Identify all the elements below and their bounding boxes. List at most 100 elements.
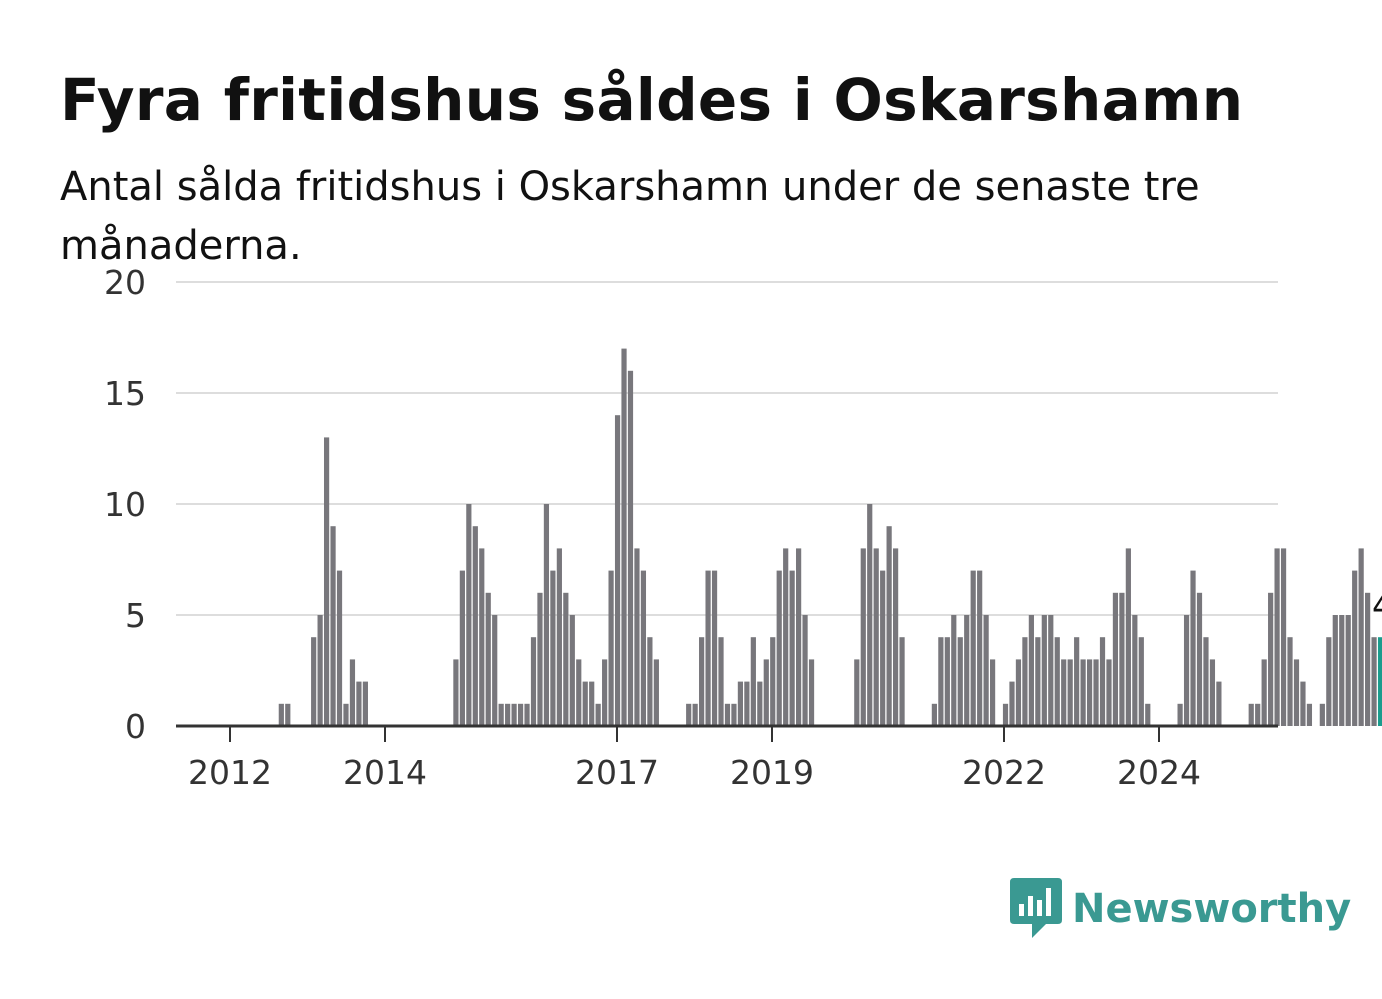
y-tick-label: 5 bbox=[125, 596, 146, 635]
bar bbox=[1002, 703, 1009, 726]
bar bbox=[1015, 659, 1022, 726]
bar bbox=[1028, 615, 1034, 726]
bar bbox=[957, 637, 963, 726]
bar bbox=[860, 548, 866, 726]
bar bbox=[537, 592, 543, 726]
bar bbox=[634, 548, 640, 726]
x-tick-label: 2012 bbox=[188, 753, 272, 792]
bar bbox=[1054, 637, 1060, 726]
bar bbox=[1061, 659, 1067, 726]
bar bbox=[543, 504, 550, 726]
bar bbox=[1009, 681, 1015, 726]
bar bbox=[356, 681, 362, 726]
bar bbox=[880, 570, 886, 726]
bar bbox=[802, 615, 808, 726]
bar bbox=[278, 703, 284, 726]
bar bbox=[718, 637, 724, 726]
bars bbox=[278, 348, 1382, 726]
bar bbox=[1332, 615, 1338, 726]
chart-subtitle: Antal sålda fritidshus i Oskarshamn unde… bbox=[60, 164, 1200, 269]
brand-logo: Newsworthy bbox=[1010, 878, 1351, 940]
bar bbox=[1190, 570, 1196, 726]
bar bbox=[1209, 659, 1216, 726]
bar bbox=[647, 637, 653, 726]
bar bbox=[983, 615, 989, 726]
bar bbox=[699, 637, 705, 726]
bar bbox=[1274, 548, 1280, 726]
bar bbox=[1067, 659, 1073, 726]
bar bbox=[498, 703, 504, 726]
bar bbox=[311, 637, 317, 726]
bar bbox=[1326, 637, 1332, 726]
bar bbox=[1216, 681, 1222, 726]
bar bbox=[1293, 659, 1300, 726]
bar bbox=[517, 703, 524, 726]
bar bbox=[1345, 615, 1351, 726]
bar bbox=[1306, 703, 1313, 726]
bar bbox=[479, 548, 485, 726]
bar bbox=[854, 659, 860, 726]
bar bbox=[783, 548, 789, 726]
bar bbox=[1183, 615, 1190, 726]
bar bbox=[1177, 703, 1183, 726]
bar bbox=[640, 570, 647, 726]
bar bbox=[621, 348, 627, 726]
bar bbox=[796, 548, 802, 726]
bar bbox=[1048, 615, 1054, 726]
bar bbox=[336, 570, 343, 726]
bar bbox=[1138, 637, 1144, 726]
bar bbox=[1022, 637, 1028, 726]
bar bbox=[989, 659, 996, 726]
bar bbox=[453, 659, 459, 726]
bar bbox=[1365, 592, 1371, 726]
bar bbox=[893, 548, 899, 726]
bar bbox=[1287, 637, 1293, 726]
bar bbox=[763, 659, 769, 726]
bar bbox=[608, 570, 614, 726]
bar bbox=[1132, 615, 1138, 726]
bar bbox=[1145, 703, 1151, 726]
bar bbox=[1125, 548, 1131, 726]
annotations: 4 bbox=[1369, 583, 1382, 628]
bar bbox=[1300, 681, 1306, 726]
bar bbox=[789, 570, 795, 726]
bar bbox=[1268, 592, 1274, 726]
bar bbox=[524, 703, 530, 726]
bar bbox=[938, 637, 944, 726]
bar bbox=[1099, 637, 1106, 726]
bar bbox=[582, 681, 588, 726]
bar bbox=[1371, 637, 1377, 726]
bar bbox=[1319, 703, 1325, 726]
bar bbox=[1203, 637, 1209, 726]
bar bbox=[614, 415, 621, 726]
bar bbox=[530, 637, 537, 726]
bar bbox=[349, 659, 356, 726]
bar bbox=[1041, 615, 1047, 726]
x-tick-label: 2024 bbox=[1117, 753, 1201, 792]
bar bbox=[705, 570, 711, 726]
x-tick-label: 2019 bbox=[730, 753, 814, 792]
bar bbox=[1280, 548, 1287, 726]
bar bbox=[944, 637, 950, 726]
bar bbox=[886, 526, 892, 726]
bar bbox=[1248, 703, 1254, 726]
bar bbox=[569, 615, 575, 726]
bar bbox=[737, 681, 744, 726]
y-tick-label: 0 bbox=[125, 707, 146, 746]
bar bbox=[362, 681, 368, 726]
bar bbox=[1112, 592, 1119, 726]
bar bbox=[757, 681, 763, 726]
bar bbox=[724, 703, 731, 726]
bar bbox=[770, 637, 776, 726]
bar bbox=[867, 504, 873, 726]
bar bbox=[550, 570, 556, 726]
bar bbox=[1377, 637, 1382, 726]
bar bbox=[731, 703, 737, 726]
bar bbox=[873, 548, 879, 726]
bar bbox=[686, 703, 692, 726]
chart-title: Fyra fritidshus såldes i Oskarshamn bbox=[60, 66, 1244, 134]
bar bbox=[485, 592, 491, 726]
bar bbox=[776, 570, 782, 726]
bar bbox=[627, 370, 634, 726]
